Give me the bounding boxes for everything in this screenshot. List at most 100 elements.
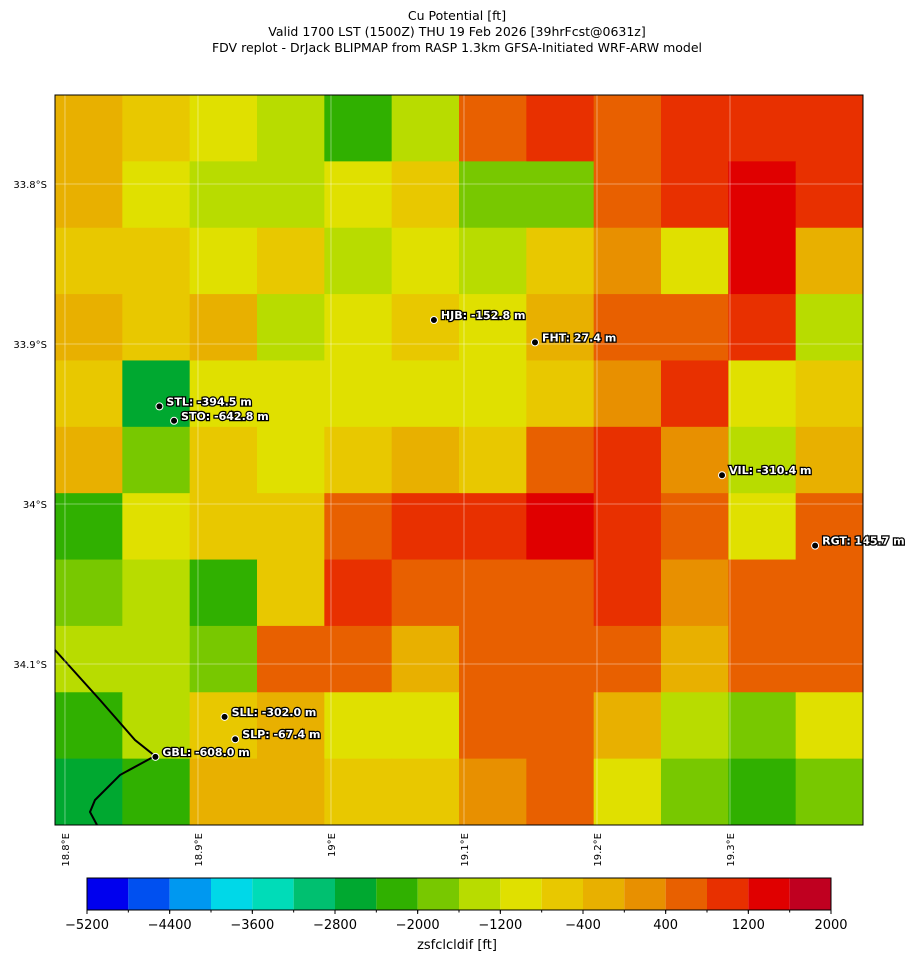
field-cell — [593, 95, 662, 162]
colorbar-tick-label: 2000 — [814, 918, 847, 933]
title-line: Valid 1700 LST (1500Z) THU 19 Feb 2026 [… — [268, 24, 645, 39]
field-cell — [324, 625, 393, 693]
field-cell — [189, 161, 258, 229]
field-cell — [391, 95, 460, 162]
field-cell — [324, 758, 393, 826]
field-cell — [526, 758, 595, 826]
field-cell — [189, 625, 258, 693]
field-cell — [795, 360, 864, 428]
field-cell — [795, 493, 864, 561]
field-cell — [728, 559, 797, 627]
x-tick-label: 18.9°E — [194, 833, 205, 867]
field-cell — [661, 95, 729, 162]
field-cell — [122, 95, 191, 162]
field-cell — [55, 758, 123, 826]
colorbar-segment — [376, 878, 418, 910]
field-cell — [459, 227, 527, 295]
field-cell — [122, 559, 191, 627]
y-tick-label: 33.9°S — [13, 340, 47, 351]
field-cell — [391, 360, 460, 428]
field-cell — [55, 625, 123, 693]
field-cell — [728, 426, 797, 494]
colorbar-segment — [211, 878, 253, 910]
field-cell — [55, 294, 123, 361]
field-cell — [459, 161, 527, 229]
field-cell — [324, 227, 393, 295]
field-cell — [526, 360, 595, 428]
field-cell — [526, 294, 595, 361]
field-cell — [459, 360, 527, 428]
colorbar-segment — [500, 878, 542, 910]
colorbar-segment — [665, 878, 707, 910]
field-cell — [257, 426, 325, 494]
field-cell — [795, 692, 864, 760]
station-marker — [429, 315, 438, 324]
station-marker — [155, 402, 164, 411]
colorbar-tick-label: 400 — [653, 918, 678, 933]
field-cell — [728, 227, 797, 295]
colorbar-segment — [541, 878, 583, 910]
station-label: GBL: -608.0 m — [162, 746, 249, 759]
field-cell — [593, 559, 662, 627]
field-cell — [728, 161, 797, 229]
field-cell — [189, 294, 258, 361]
field-cell — [391, 161, 460, 229]
field-cell — [728, 493, 797, 561]
field-cell — [459, 95, 527, 162]
field-cell — [391, 294, 460, 361]
field-cell — [189, 360, 258, 428]
station-label: VIL: -310.4 m — [729, 464, 812, 477]
field-cell — [189, 95, 258, 162]
field-cell — [526, 493, 595, 561]
field-cell — [526, 95, 595, 162]
field-cell — [593, 161, 662, 229]
field-cell — [728, 360, 797, 428]
x-tick-label: 18.8°E — [61, 833, 72, 867]
station-label: HJB: -152.8 m — [441, 309, 526, 322]
colorbar-segment — [789, 878, 831, 910]
field-cell — [795, 758, 864, 826]
colorbar-segment — [707, 878, 749, 910]
field-cell — [324, 692, 393, 760]
field-cell — [526, 559, 595, 627]
field-cell — [526, 426, 595, 494]
field-cell — [324, 559, 393, 627]
colorbar-segment — [252, 878, 294, 910]
field-cell — [324, 360, 393, 428]
field-cell — [795, 294, 864, 361]
field-cell — [122, 161, 191, 229]
field-cell — [661, 559, 729, 627]
field-cell — [795, 95, 864, 162]
field-cell — [593, 692, 662, 760]
colorbar-tick-label: −2000 — [396, 918, 440, 933]
field-cell — [324, 161, 393, 229]
x-tick-label: 19°E — [327, 833, 338, 857]
colorbar-segment — [459, 878, 501, 910]
field-cell — [189, 758, 258, 826]
colorbar-label: zsfclcldif [ft] — [417, 938, 497, 953]
field-cell — [459, 692, 527, 760]
field-cell — [795, 559, 864, 627]
station-label: SLL: -302.0 m — [232, 706, 317, 719]
station-marker — [220, 712, 229, 721]
colorbar-tick-label: −5200 — [65, 918, 109, 933]
field-cell — [593, 360, 662, 428]
station-marker — [170, 416, 179, 425]
colorbar-segment — [87, 878, 129, 910]
field-cell — [257, 758, 325, 826]
field-cell — [55, 161, 123, 229]
station-label: STO: -642.8 m — [181, 410, 269, 423]
field-cell — [795, 426, 864, 494]
field-cell — [661, 758, 729, 826]
field-cell — [661, 493, 729, 561]
field-cell — [593, 625, 662, 693]
station-label: SLP: -67.4 m — [242, 728, 320, 741]
colorbar-segment — [583, 878, 625, 910]
field-cell — [593, 227, 662, 295]
map-frame — [54, 94, 864, 826]
colorbar-tick-label: −400 — [565, 918, 601, 933]
field-cell — [122, 294, 191, 361]
colorbar-segment — [624, 878, 666, 910]
field-cell — [795, 625, 864, 693]
